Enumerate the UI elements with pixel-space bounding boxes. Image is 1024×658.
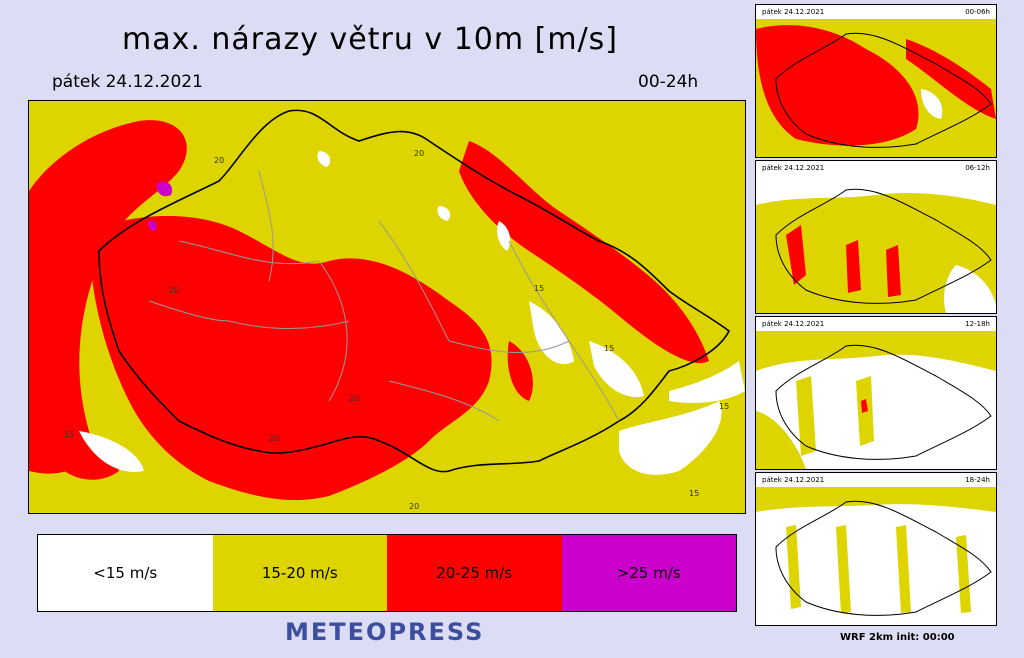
isoline-label: 20 xyxy=(409,502,419,511)
thumbnail-12-18[interactable]: pátek 24.12.2021 12-18h xyxy=(755,316,997,470)
isoline-label: 20 xyxy=(269,434,279,443)
thumbnail-date: pátek 24.12.2021 xyxy=(762,476,825,484)
thumbnail-header: pátek 24.12.2021 18-24h xyxy=(756,473,996,487)
thumbnail-date: pátek 24.12.2021 xyxy=(762,320,825,328)
isoline-label: 15 xyxy=(534,284,544,293)
brand-logo: METEOPRESS xyxy=(285,618,485,646)
country-border xyxy=(98,109,731,473)
thumbnail-date: pátek 24.12.2021 xyxy=(762,164,825,172)
isoline-label: 20 xyxy=(169,286,179,295)
isoline-labels: 20 20 20 20 20 15 15 15 15 20 15 xyxy=(64,149,729,511)
thumbnail-range: 12-18h xyxy=(965,320,990,328)
color-legend: <15 m/s 15-20 m/s 20-25 m/s >25 m/s xyxy=(37,534,737,612)
thumbnail-range: 00-06h xyxy=(965,8,990,16)
thumbnail-header: pátek 24.12.2021 12-18h xyxy=(756,317,996,331)
thumbnail-06-12[interactable]: pátek 24.12.2021 06-12h xyxy=(755,160,997,314)
region-borders xyxy=(148,170,620,422)
legend-item-below-15: <15 m/s xyxy=(38,535,213,611)
map-title: max. nárazy větru v 10m [m/s] xyxy=(121,22,619,57)
thumbnail-18-24[interactable]: pátek 24.12.2021 18-24h xyxy=(755,472,997,626)
gust-20-25-zones xyxy=(29,120,709,501)
forecast-date: pátek 24.12.2021 xyxy=(52,72,203,92)
thumbnail-map xyxy=(756,331,996,469)
isoline-label: 20 xyxy=(414,149,424,158)
legend-item-20-25: 20-25 m/s xyxy=(387,535,562,611)
thumbnail-range: 18-24h xyxy=(965,476,990,484)
isoline-label: 20 xyxy=(214,156,224,165)
thumbnail-map xyxy=(756,487,996,625)
isoline-label: 20 xyxy=(349,394,359,403)
thumbnail-header: pátek 24.12.2021 00-06h xyxy=(756,5,996,19)
thumbnail-header: pátek 24.12.2021 06-12h xyxy=(756,161,996,175)
thumbnail-range: 06-12h xyxy=(965,164,990,172)
gust-above-25-zones xyxy=(148,181,173,231)
thumbnail-00-06[interactable]: pátek 24.12.2021 00-06h xyxy=(755,4,997,158)
isoline-label: 15 xyxy=(719,402,729,411)
legend-item-15-20: 15-20 m/s xyxy=(212,535,387,611)
thumbnail-date: pátek 24.12.2021 xyxy=(762,8,825,16)
isoline-label: 15 xyxy=(64,430,74,439)
isoline-label: 15 xyxy=(689,489,699,498)
gust-below-15-zones xyxy=(79,151,745,475)
thumbnail-map xyxy=(756,175,996,313)
thumbnail-map xyxy=(756,19,996,157)
forecast-range: 00-24h xyxy=(638,72,699,92)
main-map: 20 20 20 20 20 15 15 15 15 20 15 xyxy=(28,100,746,514)
model-info: WRF 2km init: 00:00 xyxy=(840,632,955,643)
legend-item-above-25: >25 m/s xyxy=(561,535,736,611)
isoline-label: 15 xyxy=(604,344,614,353)
